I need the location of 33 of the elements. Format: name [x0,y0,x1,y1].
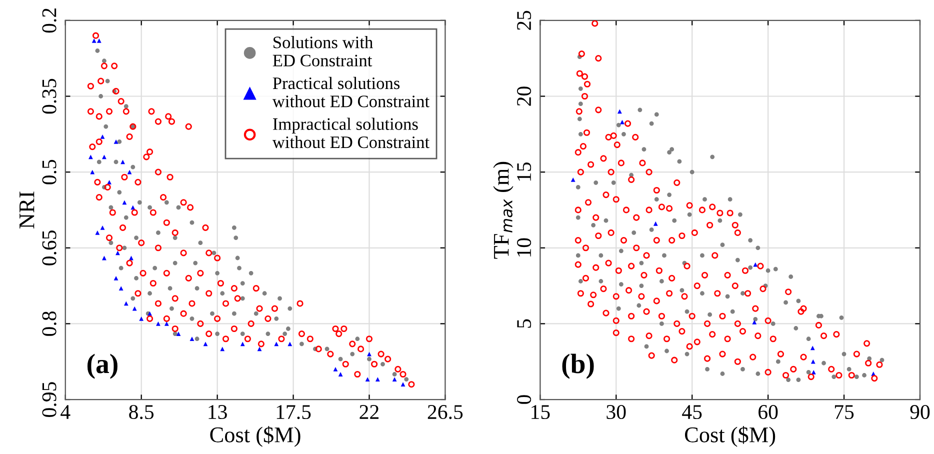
y-tick-label: 15 [517,162,532,181]
y-tick-label: 5 [517,319,532,328]
y-tick-label: 0.2 [42,8,56,33]
annotation: (b) [562,354,594,379]
y-tick-label: 10 [517,238,532,256]
y-tick-label: 0.65 [42,230,56,266]
x-tick-label: 26.5 [428,405,463,420]
x-tick-label: 30 [606,404,626,420]
y-tick-label: 0.95 [42,382,56,417]
y-tick-label: 0.35 [42,78,56,114]
y-tick-label: 0.5 [42,160,56,184]
x-tick-label: 13 [208,405,227,420]
legend-label: Practical solutions without ED Constraint [272,76,430,108]
x-tick-label: 8.5 [129,404,154,420]
x-tick-label: 17.5 [276,405,311,420]
y-tick-label: 0.8 [42,311,56,336]
x-axis-title: Cost ($M) [685,426,776,447]
y-axis-title: TF$_{max}$ (m) [493,162,514,259]
x-tick-label: 75 [834,405,854,420]
x-tick-label: 60 [758,404,778,420]
x-tick-label: 15 [532,405,550,420]
x-tick-label: 22 [360,405,379,419]
x-tick-label: 45 [682,405,702,420]
y-axis-title: NRI [20,192,34,228]
legend-label: Impractical solutions without ED Constraint [272,118,430,148]
y-tick-label: 20 [517,86,532,106]
y-tick-label: 25 [517,10,532,30]
x-axis-title: Cost ($M) [210,426,300,447]
annotation: (a) [87,354,118,379]
x-tick-label: 4 [60,405,70,419]
legend-label: Solutions with ED Constraint [272,36,373,66]
y-tick-label: 0 [517,395,532,404]
x-tick-label: 90 [910,404,930,420]
